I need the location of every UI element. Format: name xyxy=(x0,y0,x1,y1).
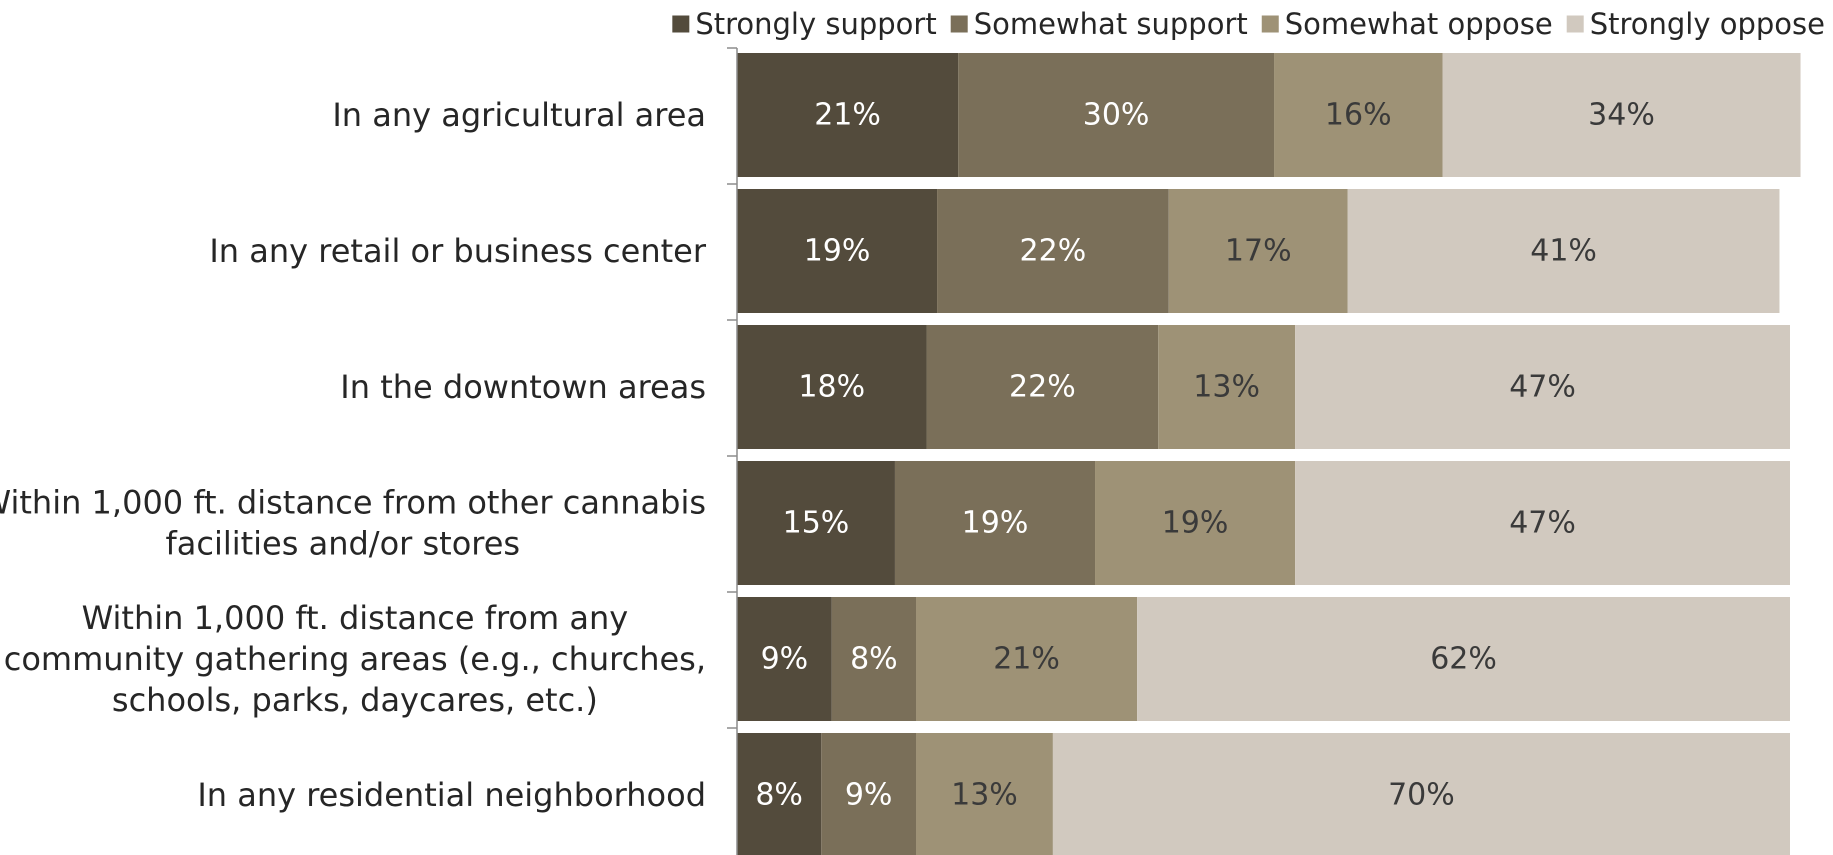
data-label: 13% xyxy=(951,778,1018,813)
legend-swatch xyxy=(672,15,690,33)
data-label: 15% xyxy=(783,506,850,541)
category-label: schools, parks, daycares, etc.) xyxy=(112,681,598,719)
category-label: facilities and/or stores xyxy=(165,525,520,563)
data-label: 19% xyxy=(1162,506,1229,541)
bar-segment-strongly-oppose xyxy=(1347,189,1780,313)
chart-legend: Strongly support Somewhat support Somewhat… xyxy=(672,7,1825,41)
category-label: In the downtown areas xyxy=(340,368,706,406)
bar-segment-somewhat-oppose xyxy=(1095,461,1296,585)
data-label: 21% xyxy=(993,642,1060,677)
legend-label: Somewhat oppose xyxy=(1285,7,1553,41)
bar-segment-strongly-oppose xyxy=(1052,733,1790,855)
bar-segment-strongly-oppose xyxy=(1295,461,1790,585)
bar-segment-somewhat-support xyxy=(926,325,1159,449)
legend-swatch xyxy=(950,15,968,33)
data-label: 30% xyxy=(1083,98,1150,133)
data-label: 47% xyxy=(1509,370,1576,405)
category-label: community gathering areas (e.g., churche… xyxy=(4,640,706,678)
legend-label: Somewhat support xyxy=(974,7,1248,41)
bar-segment-strongly-oppose xyxy=(1295,325,1790,449)
data-label: 34% xyxy=(1588,98,1655,133)
data-label: 19% xyxy=(962,506,1029,541)
data-label: 9% xyxy=(845,778,893,813)
legend-label: Strongly support xyxy=(695,7,936,41)
data-label: 22% xyxy=(1020,234,1087,269)
data-label: 47% xyxy=(1509,506,1576,541)
data-label: 62% xyxy=(1430,642,1497,677)
bar-segment-somewhat-oppose xyxy=(1168,189,1348,313)
category-labels: In any agricultural area In any retail or… xyxy=(0,96,707,814)
category-label: Within 1,000 ft. distance from other can… xyxy=(0,484,706,522)
bar-segment-strongly-oppose xyxy=(1137,597,1790,721)
data-label: 8% xyxy=(755,778,803,813)
data-label: 41% xyxy=(1530,234,1597,269)
category-label: In any retail or business center xyxy=(209,232,706,270)
data-label: 21% xyxy=(814,98,881,133)
bar-segment-strongly-support xyxy=(737,597,832,721)
bar-segment-somewhat-oppose xyxy=(1158,325,1296,449)
data-label: 8% xyxy=(850,642,898,677)
data-label: 70% xyxy=(1388,778,1455,813)
category-label: Within 1,000 ft. distance from any xyxy=(82,599,629,637)
bar-segment-strongly-support xyxy=(737,53,959,177)
bar-segment-somewhat-oppose xyxy=(916,597,1138,721)
data-label: 17% xyxy=(1225,234,1292,269)
bar-segment-strongly-support xyxy=(737,733,822,855)
bar-segment-somewhat-support xyxy=(958,53,1275,177)
category-label: In any agricultural area xyxy=(332,96,706,134)
bar-segment-somewhat-support xyxy=(894,461,1096,585)
legend-label: Strongly oppose xyxy=(1590,7,1825,41)
legend-swatch xyxy=(1261,15,1279,33)
bar-segment-somewhat-oppose xyxy=(916,733,1053,855)
legend-swatch xyxy=(1566,15,1584,33)
category-label: In any residential neighborhood xyxy=(197,776,706,814)
bar-segment-strongly-oppose xyxy=(1442,53,1801,177)
bar-area: 21% 30% 16% 34% 19% 22% 17% 41% 18% 22% 13% 47% 15% 1… xyxy=(737,53,1801,855)
data-label: 19% xyxy=(804,234,871,269)
bar-segment-somewhat-support xyxy=(831,597,917,721)
data-label: 18% xyxy=(798,370,865,405)
data-label: 13% xyxy=(1193,370,1260,405)
data-label: 16% xyxy=(1325,98,1392,133)
data-label: 22% xyxy=(1009,370,1076,405)
category-axis xyxy=(727,47,738,855)
bar-segment-strongly-support xyxy=(737,461,895,585)
data-label: 9% xyxy=(761,642,809,677)
bar-segment-somewhat-support xyxy=(937,189,1169,313)
bar-segment-somewhat-support xyxy=(821,733,917,855)
bar-segment-strongly-support xyxy=(737,325,927,449)
bar-segment-strongly-support xyxy=(737,189,938,313)
bar-segment-somewhat-oppose xyxy=(1274,53,1443,177)
